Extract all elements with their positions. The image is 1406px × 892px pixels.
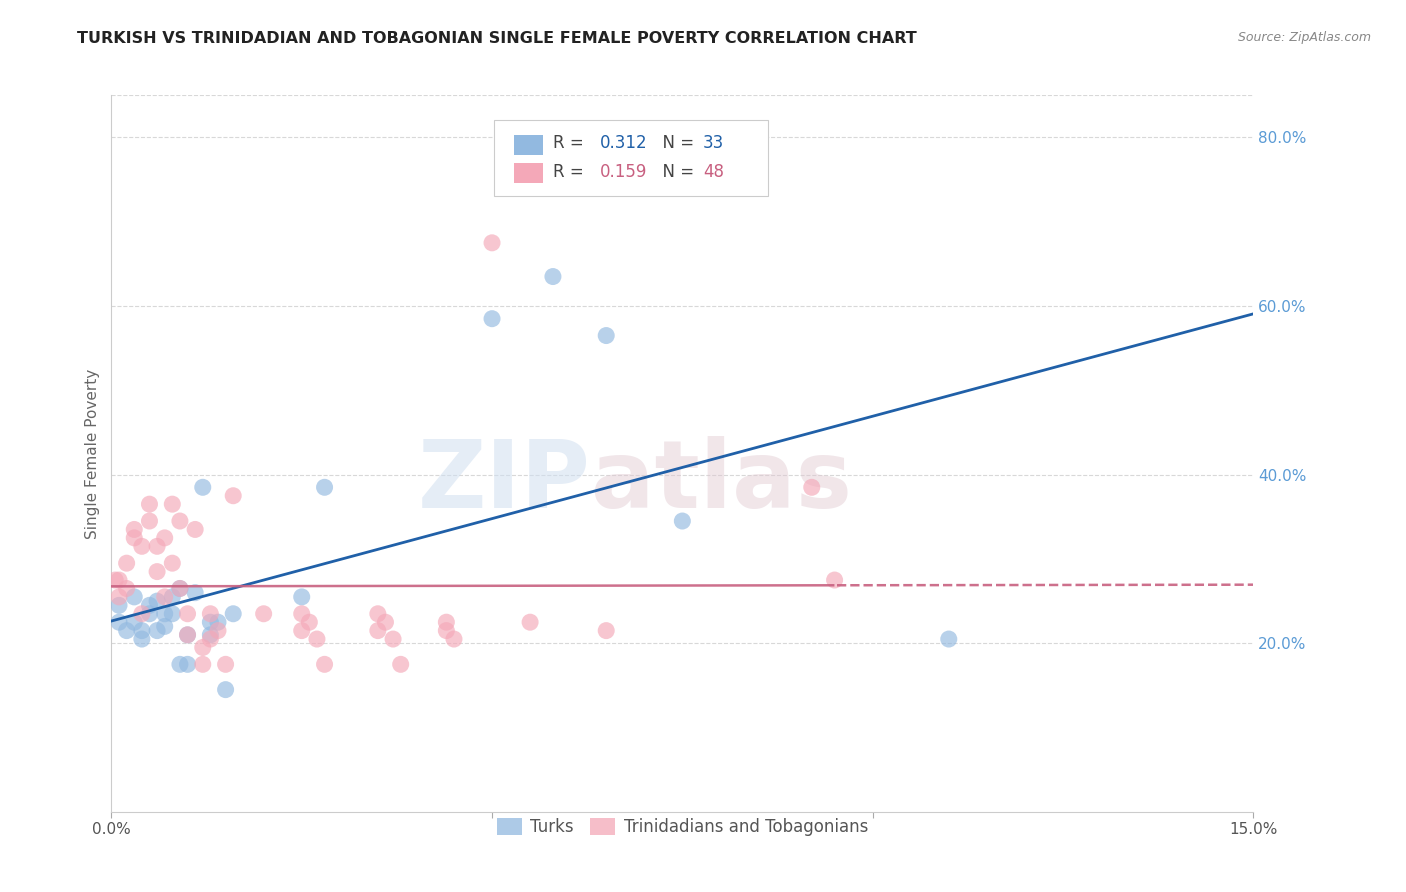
Point — [298, 615, 321, 630]
Point — [153, 619, 176, 633]
Text: N =: N = — [651, 135, 699, 153]
Point — [153, 607, 176, 621]
Point — [153, 531, 176, 545]
Text: 0.312: 0.312 — [600, 135, 648, 153]
Point — [131, 539, 153, 553]
Point — [800, 480, 823, 494]
Point — [207, 624, 229, 638]
Point — [122, 523, 145, 537]
Point — [200, 615, 222, 630]
Text: R =: R = — [554, 135, 589, 153]
Point — [938, 632, 960, 646]
Point — [138, 607, 160, 621]
Point — [222, 489, 245, 503]
Point — [214, 682, 236, 697]
Point — [291, 607, 314, 621]
Point — [131, 624, 153, 638]
Point — [176, 628, 198, 642]
Point — [108, 590, 131, 604]
Point — [214, 657, 236, 672]
Point — [162, 607, 184, 621]
Point — [519, 615, 541, 630]
Point — [122, 590, 145, 604]
Point — [115, 624, 138, 638]
Point — [122, 615, 145, 630]
Point — [184, 523, 207, 537]
Text: N =: N = — [651, 163, 699, 181]
FancyBboxPatch shape — [494, 120, 768, 195]
Point — [481, 311, 503, 326]
Point — [176, 607, 198, 621]
Point — [169, 582, 191, 596]
Point — [314, 480, 336, 494]
Point — [374, 615, 396, 630]
Point — [367, 607, 389, 621]
Point — [146, 594, 169, 608]
Text: 33: 33 — [703, 135, 724, 153]
Point — [200, 628, 222, 642]
Point — [146, 624, 169, 638]
Point — [138, 514, 160, 528]
Point — [115, 556, 138, 570]
Point — [169, 514, 191, 528]
Point — [162, 590, 184, 604]
Point — [153, 590, 176, 604]
Point — [367, 624, 389, 638]
Point — [541, 269, 564, 284]
Point — [200, 607, 222, 621]
Point — [169, 582, 191, 596]
Text: TURKISH VS TRINIDADIAN AND TOBAGONIAN SINGLE FEMALE POVERTY CORRELATION CHART: TURKISH VS TRINIDADIAN AND TOBAGONIAN SI… — [77, 31, 917, 46]
Point — [104, 573, 127, 587]
Text: atlas: atlas — [591, 436, 852, 528]
Point — [162, 497, 184, 511]
Point — [176, 628, 198, 642]
Point — [138, 599, 160, 613]
Text: 0.159: 0.159 — [600, 163, 648, 181]
Text: Source: ZipAtlas.com: Source: ZipAtlas.com — [1237, 31, 1371, 45]
Point — [200, 632, 222, 646]
Text: R =: R = — [554, 163, 589, 181]
Point — [222, 607, 245, 621]
Point — [314, 657, 336, 672]
Point — [481, 235, 503, 250]
Text: 48: 48 — [703, 163, 724, 181]
Point — [131, 607, 153, 621]
Point — [305, 632, 328, 646]
Bar — [515, 135, 543, 154]
Point — [162, 556, 184, 570]
Bar — [515, 163, 543, 184]
Point — [146, 539, 169, 553]
Point — [207, 615, 229, 630]
Point — [146, 565, 169, 579]
Point — [595, 328, 617, 343]
Point — [184, 585, 207, 599]
Point — [382, 632, 405, 646]
Point — [108, 573, 131, 587]
Point — [291, 590, 314, 604]
Point — [191, 640, 214, 655]
Point — [169, 657, 191, 672]
Text: ZIP: ZIP — [418, 436, 591, 528]
Point — [595, 624, 617, 638]
Legend: Turks, Trinidadians and Tobagonians: Turks, Trinidadians and Tobagonians — [491, 812, 875, 843]
Point — [131, 632, 153, 646]
Point — [389, 657, 412, 672]
Point — [115, 582, 138, 596]
Point — [671, 514, 693, 528]
Point — [191, 657, 214, 672]
Point — [443, 632, 465, 646]
Point — [824, 573, 846, 587]
Point — [122, 531, 145, 545]
Point — [108, 599, 131, 613]
Point — [434, 615, 457, 630]
Point — [108, 615, 131, 630]
Point — [191, 480, 214, 494]
Point — [434, 624, 457, 638]
Point — [176, 657, 198, 672]
Point — [253, 607, 276, 621]
Point — [291, 624, 314, 638]
Y-axis label: Single Female Poverty: Single Female Poverty — [86, 368, 100, 539]
Point — [138, 497, 160, 511]
